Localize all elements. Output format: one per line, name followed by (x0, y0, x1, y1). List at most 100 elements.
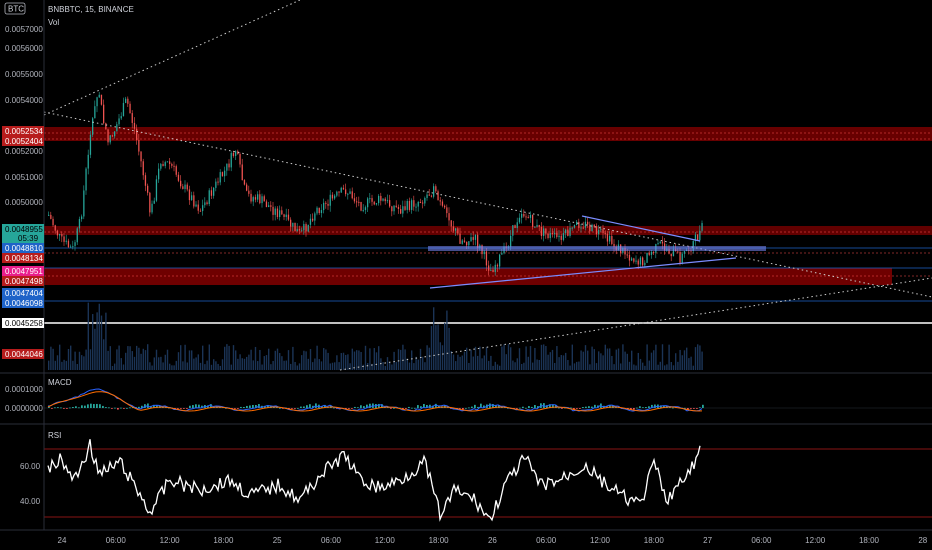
macd-label: MACD (48, 378, 72, 387)
support-box[interactable] (428, 246, 766, 251)
candle-body (512, 225, 514, 236)
price-tag-bg (2, 288, 44, 298)
volume-bar (648, 360, 650, 370)
triangle-bottom-line[interactable] (429, 257, 737, 289)
macd-hist-bar (393, 407, 395, 409)
volume-bar (347, 354, 349, 370)
macd-hist-bar (114, 407, 116, 409)
volume-bar (602, 355, 604, 370)
time-axis[interactable]: 24 06:00 12:00 18:00 25 06:00 12:00 18:00 26 06:0… (0, 529, 932, 545)
volume-bar (241, 358, 243, 370)
volume-bar (556, 346, 558, 370)
volume-bar (180, 345, 182, 370)
candle-body (349, 191, 351, 194)
dotted-trendline-upper[interactable] (43, 0, 301, 116)
chart-title: BNBBTC, 15, BINANCE (48, 5, 134, 14)
candle-body (534, 226, 536, 228)
macd-hist-bar (696, 408, 698, 409)
macd-hist-bar (630, 408, 632, 410)
volume-bar (151, 365, 153, 370)
volume-bar (265, 355, 268, 370)
volume-bar (254, 346, 257, 370)
candle-body (391, 206, 393, 212)
candle-body (571, 227, 573, 229)
candle-body (338, 191, 340, 193)
candle-body (98, 94, 100, 98)
candle-body (626, 254, 628, 256)
volume-bar (276, 348, 279, 370)
candle-body (193, 195, 195, 207)
volume-bar (362, 364, 364, 370)
triangle-top-line[interactable] (581, 215, 701, 242)
candle-body (631, 258, 633, 261)
volume-bar (96, 312, 98, 370)
volume-bar (560, 354, 562, 370)
candle-body (549, 232, 551, 238)
candle-body (325, 202, 327, 204)
volume-bar (318, 359, 320, 370)
candle-body (250, 193, 252, 202)
volume-bar (628, 361, 631, 370)
macd-hist-bar (234, 408, 236, 409)
candle-body (265, 201, 268, 208)
candle-body (598, 229, 600, 235)
candle-body (609, 235, 611, 242)
volume-bar (536, 359, 538, 370)
candle-body (353, 198, 356, 202)
candle-body (523, 213, 525, 217)
candle-body (532, 214, 534, 227)
dotted-trendline-ascending[interactable] (339, 277, 932, 371)
macd-hist-bar (492, 404, 494, 408)
candle-body (371, 198, 373, 202)
macd-hist-bar (591, 406, 593, 408)
candle-body (364, 207, 367, 211)
volume-bar (492, 365, 494, 370)
candle-body (96, 97, 98, 107)
volume-bar (529, 346, 532, 370)
candle-body (105, 123, 107, 130)
candle-body (184, 184, 186, 189)
trendlines (43, 0, 932, 371)
rsi-label: RSI (48, 431, 61, 440)
price-axis[interactable]: 0.0057000 0.0056000 0.0055000 0.0054000 … (5, 0, 45, 530)
macd-hist-bar (312, 405, 314, 408)
time-tick: 06:00 (106, 536, 127, 545)
candle-body (606, 233, 609, 242)
macd-tick-2: 0.0000000 (5, 404, 43, 413)
candle-body (160, 164, 162, 169)
candle-body (362, 210, 364, 212)
candle-body (384, 198, 386, 202)
macd-hist-bar (408, 406, 410, 408)
volume-bar (272, 360, 274, 370)
volume-bar (133, 356, 136, 370)
volume-bar (459, 356, 461, 370)
volume-bar (114, 363, 116, 370)
candle-body (208, 190, 210, 204)
time-tick: 24 (58, 536, 67, 545)
volume-bar (419, 348, 422, 370)
macd-hist-bar (660, 405, 662, 408)
macd-hist-bar (498, 404, 500, 408)
volume-bar (158, 357, 160, 370)
time-tick: 06:00 (751, 536, 772, 545)
symbol-badge[interactable] (4, 2, 26, 15)
volume-bar (206, 360, 208, 370)
volume-bar (56, 355, 59, 370)
macd-hist-bar (534, 405, 536, 408)
candle-body (593, 224, 595, 227)
candle-body (536, 224, 538, 227)
candle-body (565, 229, 567, 234)
price-tag-bg (2, 298, 44, 308)
volume-bar (204, 364, 206, 370)
volume-bar (551, 349, 554, 370)
macd-hist-bar (72, 406, 74, 408)
candle-body (340, 187, 342, 193)
volume-bar (107, 350, 109, 370)
volume-bar (686, 347, 688, 370)
candle-body (358, 201, 360, 203)
candle-body (547, 233, 549, 238)
macd-hist-bar (645, 407, 647, 408)
candle-body (228, 163, 230, 168)
macd-hist-bar (279, 407, 281, 409)
